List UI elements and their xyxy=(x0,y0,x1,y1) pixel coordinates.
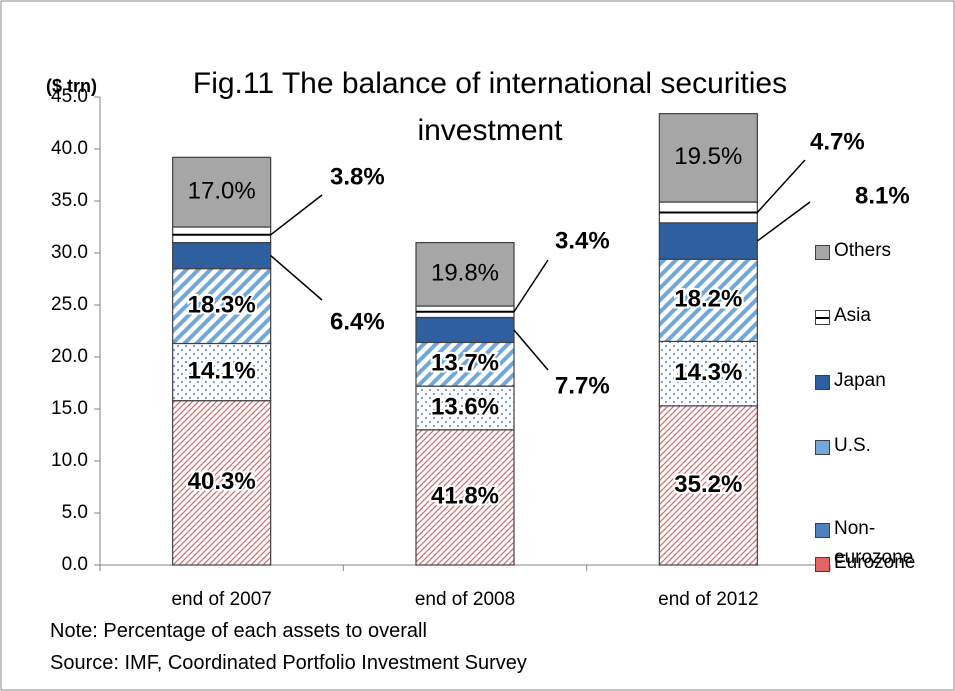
legend-item: Others xyxy=(815,240,939,265)
leader-line xyxy=(756,159,806,213)
legend-label: Eurozone xyxy=(834,552,916,573)
data-label: 4.7% xyxy=(810,128,865,155)
legend-item: U.S. xyxy=(815,435,939,460)
data-label: 3.8% xyxy=(330,163,385,190)
y-axis-label: ($ trn) xyxy=(46,76,97,96)
bar-segment xyxy=(415,316,515,344)
legend-label: Others xyxy=(834,240,892,261)
data-label: 40.3% xyxy=(188,468,256,495)
bar-segment xyxy=(415,429,515,566)
data-label: 13.7% xyxy=(431,350,499,377)
chart-title: Fig.11 The balance of international secu… xyxy=(192,67,788,147)
x-tick-label: end of 2008 xyxy=(415,589,515,610)
x-tick-label: end of 2007 xyxy=(171,589,271,610)
x-tick-label: end of 2012 xyxy=(658,589,758,610)
y-tick-label: 15.0 xyxy=(51,398,88,419)
legend-label: Non-eurozone xyxy=(834,518,914,568)
y-tick-label: 10.0 xyxy=(51,450,88,471)
leader-line xyxy=(270,194,323,236)
bar-segment xyxy=(172,156,272,228)
leader-line xyxy=(270,255,323,301)
leader-line xyxy=(756,201,811,242)
legend-swatch xyxy=(815,523,830,538)
bar-segment xyxy=(658,113,758,203)
bar-segment xyxy=(658,258,758,342)
data-label: 35.2% xyxy=(674,471,742,498)
y-tick-label: 20.0 xyxy=(51,346,88,367)
data-label: 3.4% xyxy=(555,227,610,254)
data-label: 14.3% xyxy=(674,359,742,386)
data-label: 41.8% xyxy=(431,483,499,510)
data-label: 17.0% xyxy=(188,178,256,205)
bar-segment xyxy=(415,242,515,307)
data-label: 18.2% xyxy=(674,286,742,313)
data-label: 19.8% xyxy=(431,260,499,287)
data-label: 7.7% xyxy=(555,372,610,399)
bar-segment xyxy=(415,341,515,387)
legend-swatch xyxy=(815,245,830,260)
data-label: 19.5% xyxy=(674,143,742,170)
legend-swatch xyxy=(815,310,830,325)
legend-label: U.S. xyxy=(834,435,871,456)
y-tick-label: 5.0 xyxy=(62,502,88,523)
note: Note: Percentage of each assets to overa… xyxy=(50,620,427,642)
legend-swatch xyxy=(815,375,830,390)
legend-item: Japan xyxy=(815,370,939,395)
legend-label: Asia xyxy=(834,305,871,326)
legend-label: Japan xyxy=(834,370,886,391)
bar-segment xyxy=(658,340,758,407)
bar-segment xyxy=(658,222,758,260)
y-tick-label: 45.0 xyxy=(51,86,88,107)
legend-item: Eurozone xyxy=(815,552,939,577)
legend-item: Asia xyxy=(815,305,939,330)
legend-item: Non-eurozone xyxy=(815,518,939,572)
y-tick-label: 35.0 xyxy=(51,190,88,211)
y-tick-label: 30.0 xyxy=(51,242,88,263)
bar-segment xyxy=(172,400,272,566)
y-tick-label: 40.0 xyxy=(51,138,88,159)
data-label: 18.3% xyxy=(188,291,256,318)
legend-swatch xyxy=(815,440,830,455)
y-tick-label: 25.0 xyxy=(51,294,88,315)
data-label: 6.4% xyxy=(330,308,385,335)
y-tick-label: 0.0 xyxy=(62,554,88,575)
bar-segment xyxy=(172,242,272,270)
data-label: 8.1% xyxy=(855,182,910,209)
bar-segment xyxy=(415,385,515,431)
data-label: 14.1% xyxy=(188,357,256,384)
note: Source: IMF, Coordinated Portfolio Inves… xyxy=(50,652,527,674)
bar-segment xyxy=(658,405,758,566)
leader-line xyxy=(513,259,549,313)
bar-segment xyxy=(172,342,272,402)
legend-swatch xyxy=(815,557,830,572)
data-label: 13.6% xyxy=(431,393,499,420)
leader-line xyxy=(513,329,549,371)
